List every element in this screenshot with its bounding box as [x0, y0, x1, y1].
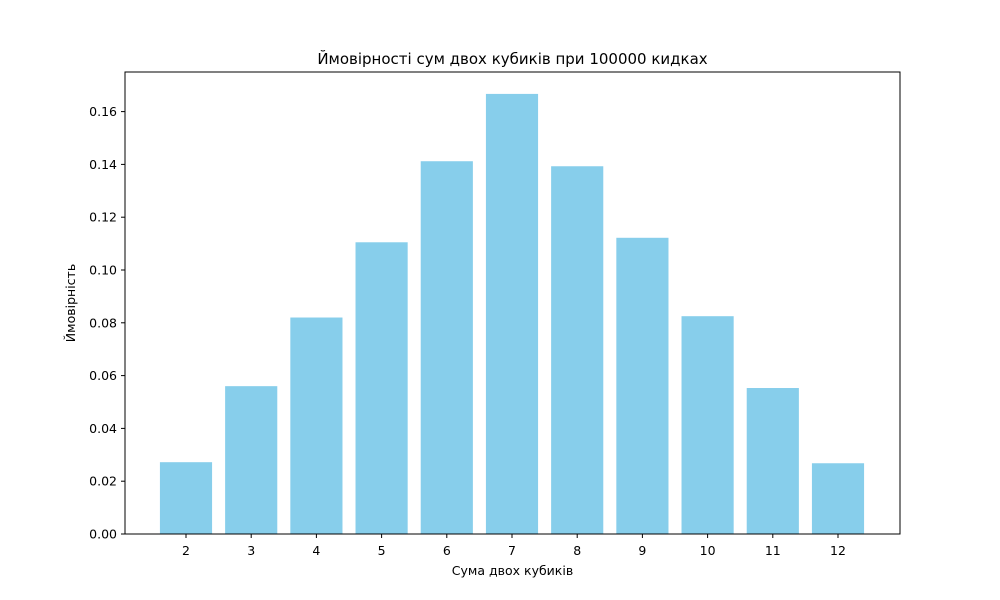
x-tick-label-12: 12: [830, 543, 846, 558]
y-tick-label-0.14: 0.14: [89, 157, 117, 172]
bars-group: [159, 93, 865, 535]
x-tick-label-3: 3: [247, 543, 255, 558]
x-tick-label-2: 2: [182, 543, 190, 558]
bar-2: [159, 462, 213, 534]
x-tick-label-9: 9: [638, 543, 646, 558]
y-tick-label-0.06: 0.06: [89, 368, 117, 383]
x-tick-label-8: 8: [573, 543, 581, 558]
y-tick-label-0.12: 0.12: [89, 210, 117, 225]
x-tick-label-4: 4: [312, 543, 320, 558]
bar-7: [485, 93, 539, 534]
y-tick-label-0.08: 0.08: [89, 315, 117, 330]
bar-11: [746, 388, 799, 534]
chart-title: Ймовірності сум двох кубиків при 100000 …: [317, 49, 707, 68]
x-axis-title: Сума двох кубиків: [452, 563, 573, 578]
y-axis-title: Ймовірність: [63, 264, 78, 342]
y-tick-label-0.10: 0.10: [89, 263, 117, 278]
bar-12: [811, 463, 865, 534]
bar-3: [225, 386, 278, 534]
x-axis: 2 3 4 5 6 7 8 9 10 11 12: [182, 534, 846, 558]
y-tick-label-0.04: 0.04: [89, 421, 117, 436]
y-tick-label-0.02: 0.02: [89, 474, 117, 489]
x-tick-label-7: 7: [508, 543, 516, 558]
bar-9: [616, 237, 669, 535]
y-axis: 0.00 0.02 0.04 0.06 0.08 0.10 0.12 0.14 0.16: [89, 104, 125, 542]
x-tick-label-6: 6: [443, 543, 451, 558]
x-tick-label-10: 10: [700, 543, 716, 558]
y-tick-label-0.00: 0.00: [89, 527, 117, 542]
bar-8: [551, 166, 604, 534]
bar-10: [681, 316, 734, 534]
bar-4: [290, 317, 343, 534]
bar-6: [420, 161, 473, 535]
x-tick-label-5: 5: [378, 543, 386, 558]
y-tick-label-0.16: 0.16: [89, 104, 117, 119]
bar-5: [355, 242, 408, 534]
x-tick-label-11: 11: [765, 543, 781, 558]
